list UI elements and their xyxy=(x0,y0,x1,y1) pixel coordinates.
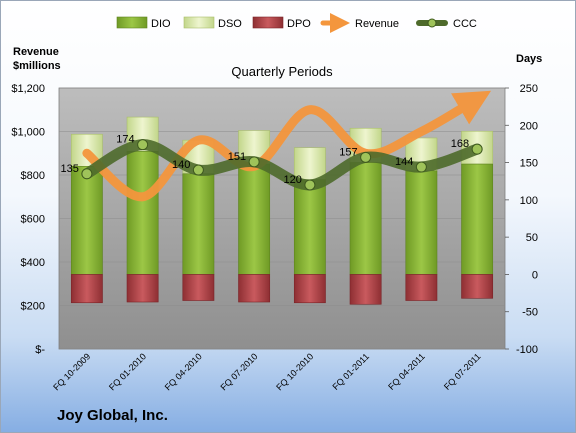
dio-bar xyxy=(182,173,215,275)
right-tick-label: 150 xyxy=(520,158,538,170)
legend-marker xyxy=(427,18,437,28)
x-tick-label: FQ 07-2011 xyxy=(442,351,483,392)
left-axis-title-line2: $millions xyxy=(13,60,61,72)
legend-item-ccc: CCC xyxy=(416,18,477,30)
dio-bar xyxy=(293,179,326,275)
dpo-bar xyxy=(293,274,326,304)
ccc-point xyxy=(471,143,483,155)
labels-group: 135 174 140 151 120 157 144 168 xyxy=(61,134,470,186)
ccc-data-label: 120 xyxy=(284,174,302,186)
right-tick-label: 200 xyxy=(520,120,538,132)
x-tick-label: FQ 10-2009 xyxy=(51,351,92,392)
x-tick-label: FQ 10-2010 xyxy=(274,351,315,392)
left-tick-label: $1,000 xyxy=(11,127,45,139)
dpo-bar xyxy=(182,274,215,301)
left-tick-label: $1,200 xyxy=(11,83,45,95)
legend: DIO DSO DPO Revenue CCC xyxy=(116,13,477,33)
legend-item-dio: DIO xyxy=(116,16,171,30)
legend-swatch xyxy=(252,16,284,29)
x-tick-label: FQ 04-2011 xyxy=(386,351,427,392)
left-tick-label: $- xyxy=(35,344,45,356)
left-axis-title-line1: Revenue xyxy=(13,46,59,58)
x-tick-label: FQ 01-2011 xyxy=(330,351,371,392)
legend-label: DPO xyxy=(287,18,311,30)
left-tick-label: $400 xyxy=(21,257,45,269)
right-axis-title: Days xyxy=(516,53,542,65)
legend-item-revenue: Revenue xyxy=(320,13,399,33)
left-tick-label: $600 xyxy=(21,214,45,226)
legend-item-dso: DSO xyxy=(183,16,242,30)
x-tick-label: FQ 04-2010 xyxy=(163,351,204,392)
ccc-point xyxy=(415,161,427,173)
ccc-point xyxy=(81,168,93,180)
ccc-data-label: 157 xyxy=(339,146,357,158)
ccc-data-label: 144 xyxy=(395,156,413,168)
x-tick-label: FQ 07-2010 xyxy=(219,351,260,392)
ccc-data-label: 168 xyxy=(451,138,469,150)
dio-bar xyxy=(349,162,382,275)
legend-label: DSO xyxy=(218,18,242,30)
dio-bar xyxy=(70,166,103,275)
company-name: Joy Global, Inc. xyxy=(57,407,168,424)
dpo-bar xyxy=(126,274,159,303)
ccc-data-label: 135 xyxy=(61,163,79,175)
chart-title: Quarterly Periods xyxy=(231,64,333,79)
ccc-point xyxy=(192,164,204,176)
right-tick-label: 100 xyxy=(520,195,538,207)
left-tick-label: $800 xyxy=(21,170,45,182)
ccc-point xyxy=(360,151,372,163)
legend-swatch xyxy=(183,16,215,29)
legend-label: CCC xyxy=(453,18,477,30)
dio-bar xyxy=(126,151,159,275)
lines-group xyxy=(81,90,492,202)
dso-bar xyxy=(293,147,326,181)
legend-label: Revenue xyxy=(355,18,399,30)
revenue-line xyxy=(82,90,492,202)
dpo-bar xyxy=(70,274,103,304)
right-tick-label: 50 xyxy=(526,232,538,244)
right-tick-label: -50 xyxy=(522,307,538,319)
right-tick-label: 250 xyxy=(520,83,538,95)
left-tick-label: $200 xyxy=(21,301,45,313)
dio-bar xyxy=(461,163,494,275)
dpo-bar xyxy=(349,274,382,305)
ccc-data-label: 174 xyxy=(116,134,134,146)
legend-label: DIO xyxy=(151,18,171,30)
ccc-point xyxy=(304,179,316,191)
right-tick-label: -100 xyxy=(516,344,538,356)
legend-swatch xyxy=(116,16,148,29)
ccc-point xyxy=(248,156,260,168)
dpo-bar xyxy=(405,274,438,301)
dio-bar xyxy=(405,170,438,275)
dpo-bar xyxy=(461,274,494,299)
ccc-point xyxy=(137,139,149,151)
ccc-data-label: 151 xyxy=(228,151,246,163)
right-tick-label: 0 xyxy=(532,269,538,281)
legend-item-dpo: DPO xyxy=(252,16,311,30)
dio-bar xyxy=(238,163,271,275)
ccc-data-label: 140 xyxy=(172,159,190,171)
x-tick-label: FQ 01-2010 xyxy=(107,351,148,392)
dpo-bar xyxy=(238,274,271,303)
